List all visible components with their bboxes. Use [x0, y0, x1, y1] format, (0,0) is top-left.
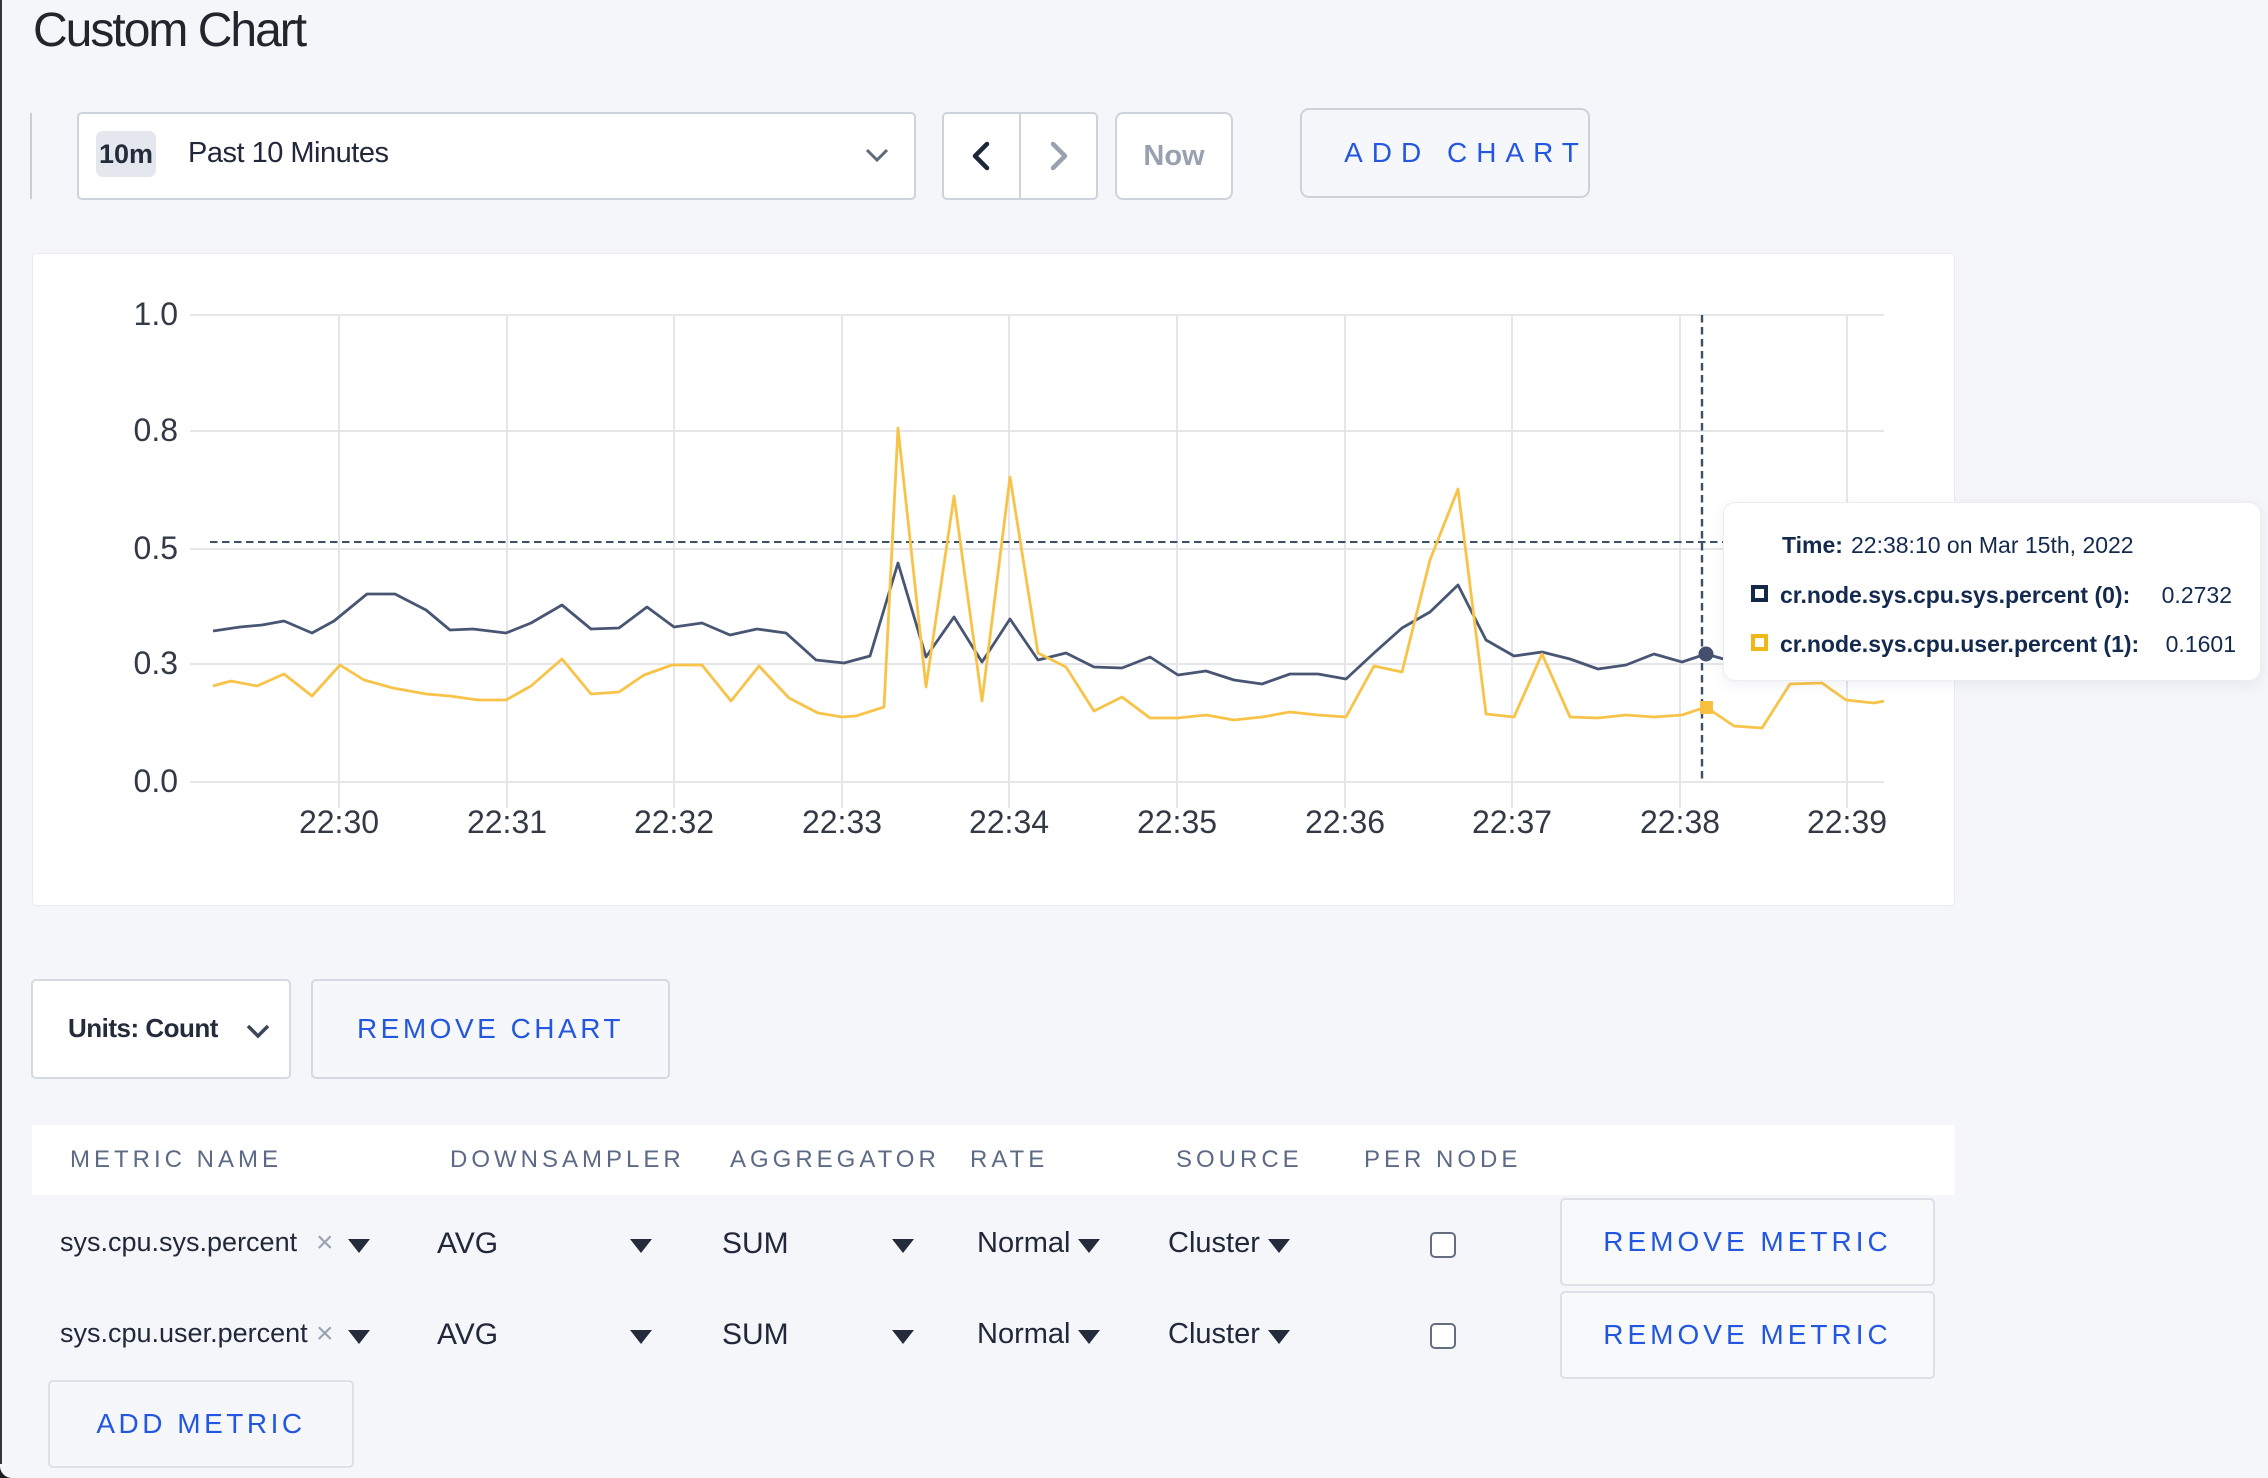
svg-text:22:35: 22:35	[1137, 804, 1217, 840]
svg-text:22:34: 22:34	[969, 804, 1049, 840]
svg-text:22:33: 22:33	[802, 804, 882, 840]
svg-text:22:30: 22:30	[299, 804, 379, 840]
svg-text:1.0: 1.0	[134, 296, 178, 332]
svg-text:0.8: 0.8	[134, 412, 178, 448]
svg-text:0.3: 0.3	[134, 645, 178, 681]
svg-text:22:32: 22:32	[634, 804, 714, 840]
svg-text:0.5: 0.5	[134, 530, 178, 566]
svg-text:22:39: 22:39	[1807, 804, 1887, 840]
svg-text:0.0: 0.0	[134, 763, 178, 799]
svg-text:22:38: 22:38	[1640, 804, 1720, 840]
svg-text:22:36: 22:36	[1305, 804, 1385, 840]
svg-text:22:37: 22:37	[1472, 804, 1552, 840]
svg-text:22:31: 22:31	[467, 804, 547, 840]
